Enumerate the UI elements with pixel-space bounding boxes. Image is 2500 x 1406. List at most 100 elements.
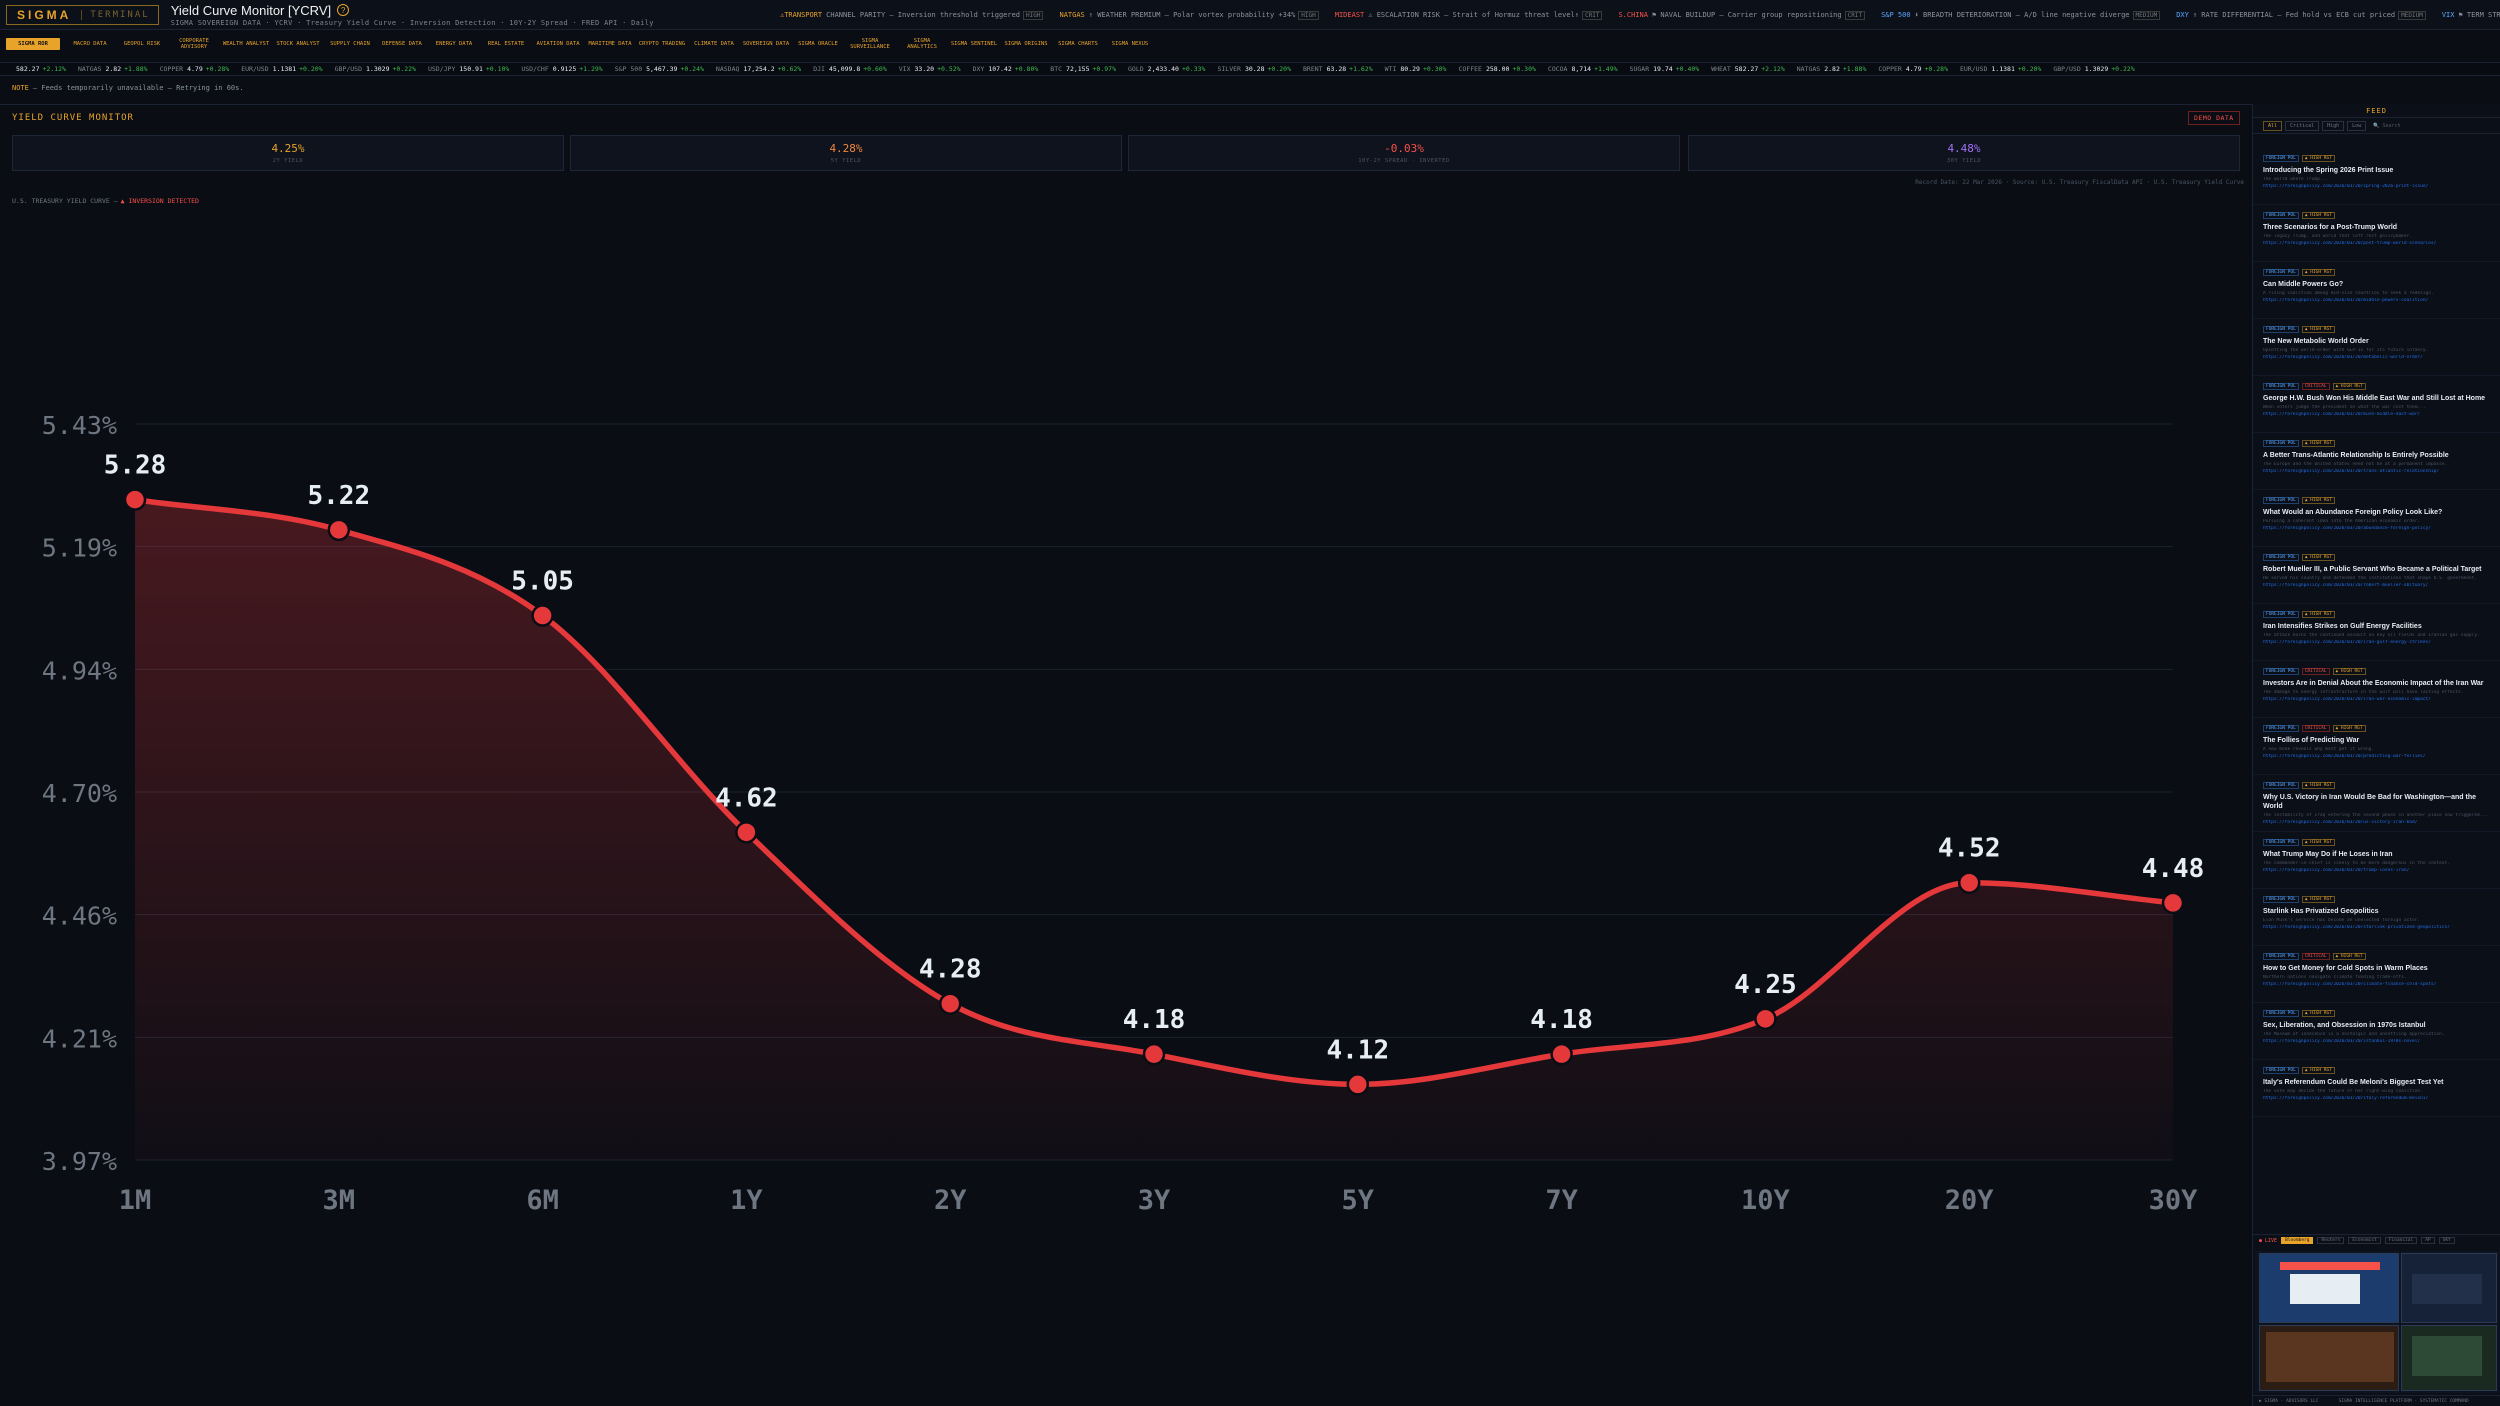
nav-item-sigma-nexus[interactable]: SIGMA NEXUS (1111, 41, 1149, 47)
news-item[interactable]: FOREIGN POL CRITICAL ▲ HIGH RGT The Follies… (2253, 718, 2500, 775)
live-channel-button[interactable]: Bloomberg (2281, 1237, 2314, 1244)
ticker-item[interactable]: EUR/USD 1.1381 +0.20% (241, 65, 322, 73)
news-link[interactable]: https://foreignpolicy.com/2026/03/20/us-… (2263, 820, 2418, 825)
nav-item-geopol-risk[interactable]: GEOPOL RISK (123, 41, 161, 47)
news-link[interactable]: https://foreignpolicy.com/2026/03/20/met… (2263, 355, 2423, 360)
nav-item-wealth-analyst[interactable]: WEALTH ANALYST (222, 41, 270, 47)
news-headline[interactable]: The New Metabolic World Order (2263, 338, 2369, 345)
news-link[interactable]: https://foreignpolicy.com/2026/03/20/bus… (2263, 412, 2421, 417)
alert-item[interactable]: VIX⚑ TERM STRUCTURE INVERSION — V (2442, 11, 2500, 19)
ticker-item[interactable]: 582.27 +2.12% (12, 65, 66, 73)
nav-item-sigma-charts[interactable]: SIGMA CHARTS (1058, 41, 1098, 47)
nav-item-real-estate[interactable]: REAL ESTATE (487, 41, 525, 47)
news-headline[interactable]: Italy's Referendum Could Be Meloni's Big… (2263, 1079, 2444, 1086)
ticker-item[interactable]: USD/JPY 150.91 +0.10% (428, 65, 509, 73)
news-link[interactable]: https://foreignpolicy.com/2026/03/20/abu… (2263, 526, 2431, 531)
news-item[interactable]: FOREIGN POL ▲ HIGH RGT What Trump May Do i… (2253, 832, 2500, 889)
live-channel-button[interactable]: Reuters (2317, 1237, 2345, 1244)
nav-item-sigma-ror[interactable]: SIGMA ROR (6, 38, 60, 50)
news-headline[interactable]: What Trump May Do if He Loses in Iran (2263, 851, 2393, 858)
news-item[interactable]: FOREIGN POL ▲ HIGH RGT Iran Intensifies St… (2253, 604, 2500, 661)
nav-item-sovereign-data[interactable]: SOVEREIGN DATA (742, 41, 790, 47)
news-item[interactable]: FOREIGN POL ▲ HIGH RGT A Better Trans-Atla… (2253, 433, 2500, 490)
news-link[interactable]: https://foreignpolicy.com/2026/03/20/spr… (2263, 184, 2429, 189)
ticker-item[interactable]: SILVER 30.28 +0.20% (1217, 65, 1291, 73)
ticker-item[interactable]: BTC 72,155 +0.97% (1050, 65, 1116, 73)
ticker-item[interactable]: VIX 33.20 +0.52% (899, 65, 961, 73)
news-headline[interactable]: Robert Mueller III, a Public Servant Who… (2263, 566, 2482, 573)
live-video-wall[interactable] (2255, 1251, 2499, 1393)
ticker-item[interactable]: COCOA 8,714 +1.49% (1548, 65, 1618, 73)
news-link[interactable]: https://foreignpolicy.com/2026/03/20/rob… (2263, 583, 2429, 588)
nav-item-supply-chain[interactable]: SUPPLY CHAIN (330, 41, 370, 47)
news-link[interactable]: https://foreignpolicy.com/2026/03/20/sta… (2263, 925, 2450, 930)
news-headline[interactable]: Investors Are in Denial About the Econom… (2263, 680, 2484, 687)
video-tile[interactable] (2259, 1253, 2399, 1323)
nav-item-stock-analyst[interactable]: STOCK ANALYST (276, 41, 320, 47)
nav-item-corporate-advisory[interactable]: CORPORATE ADVISORY (179, 38, 209, 50)
news-link[interactable]: https://foreignpolicy.com/2026/03/20/pre… (2263, 754, 2426, 759)
news-headline[interactable]: Three Scenarios for a Post-Trump World (2263, 224, 2398, 231)
news-link[interactable]: https://foreignpolicy.com/2026/03/20/cli… (2263, 982, 2437, 987)
ticker-item[interactable]: WHEAT 582.27 +2.12% (1711, 65, 1785, 73)
news-item[interactable]: FOREIGN POL CRITICAL ▲ HIGH RGT How to Get … (2253, 946, 2500, 1003)
news-headline[interactable]: Introducing the Spring 2026 Print Issue (2263, 167, 2394, 174)
video-tile[interactable] (2259, 1325, 2399, 1391)
news-item[interactable]: FOREIGN POL ▲ HIGH RGT Three Scenarios for… (2253, 205, 2500, 262)
ticker-item[interactable]: USD/CHF 0.9125 +1.29% (521, 65, 602, 73)
news-headline[interactable]: Sex, Liberation, and Obsession in 1970s … (2263, 1022, 2426, 1029)
news-headline[interactable]: Can Middle Powers Go? (2263, 281, 2344, 288)
alert-item[interactable]: MIDEAST ⚠ ESCALATION RISK — Strait of Hor… (1335, 11, 1603, 20)
news-item[interactable]: FOREIGN POL CRITICAL ▲ HIGH RGT George H.W.… (2253, 376, 2500, 433)
ticker-item[interactable]: COFFEE 258.00 +0.30% (1458, 65, 1535, 73)
nav-item-crypto-trading[interactable]: CRYPTO TRADING (638, 41, 686, 47)
live-channel-button[interactable]: AP (2421, 1237, 2435, 1244)
video-tile[interactable] (2401, 1325, 2497, 1391)
ticker-item[interactable]: BRENT 63.28 +1.62% (1303, 65, 1373, 73)
ticker-item[interactable]: NATGAS 2.82 +1.88% (78, 65, 148, 73)
news-item[interactable]: FOREIGN POL ▲ HIGH RGT Introducing the Spr… (2253, 148, 2500, 205)
news-item[interactable]: FOREIGN POL ▲ HIGH RGT Why U.S. Victory in… (2253, 775, 2500, 832)
nav-item-sigma-surveillance[interactable]: SIGMA SURVEILLANCE (850, 38, 890, 50)
ticker-item[interactable]: EUR/USD 1.1381 +0.20% (1960, 65, 2041, 73)
news-item[interactable]: FOREIGN POL ▲ HIGH RGT Starlink Has Privat… (2253, 889, 2500, 946)
video-tile[interactable] (2401, 1253, 2497, 1323)
news-headline[interactable]: George H.W. Bush Won His Middle East War… (2263, 395, 2486, 402)
ticker-item[interactable]: NASDAQ 17,254.2 +0.62% (716, 65, 801, 73)
alert-item[interactable]: NATGAS ↑ WEATHER PREMIUM — Polar vortex p… (1059, 11, 1319, 20)
nav-item-energy-data[interactable]: ENERGY DATA (435, 41, 473, 47)
nav-item-macro-data[interactable]: MACRO DATA (73, 41, 107, 47)
news-headline[interactable]: What Would an Abundance Foreign Policy L… (2263, 509, 2443, 516)
ticker-item[interactable]: DJI 45,099.8 +0.60% (813, 65, 887, 73)
news-item[interactable]: FOREIGN POL ▲ HIGH RGT Robert Mueller III,… (2253, 547, 2500, 604)
filter-high[interactable]: High (2322, 120, 2345, 131)
news-headline[interactable]: Why U.S. Victory in Iran Would Be Bad fo… (2263, 794, 2476, 810)
ticker-item[interactable]: GBP/USD 1.3029 +0.22% (2053, 65, 2134, 73)
nav-item-maritime-data[interactable]: MARITIME DATA (588, 41, 632, 47)
news-item[interactable]: FOREIGN POL ▲ HIGH RGT Sex, Liberation, an… (2253, 1003, 2500, 1060)
ticker-item[interactable]: NATGAS 2.82 +1.88% (1797, 65, 1867, 73)
ticker-item[interactable]: GOLD 2,433.40 +0.33% (1128, 65, 1205, 73)
filter-low[interactable]: Low (2347, 120, 2367, 131)
live-channel-button[interactable]: Financial (2384, 1237, 2418, 1244)
nav-item-aviation-data[interactable]: AVIATION DATA (536, 41, 580, 47)
nav-item-sigma-analytics[interactable]: SIGMA ANALYTICS (907, 38, 937, 50)
news-link[interactable]: https://foreignpolicy.com/2026/03/20/tru… (2263, 868, 2410, 873)
help-icon[interactable]: ? (337, 4, 350, 16)
sidebar-search-input[interactable]: 🔍 Search (2373, 122, 2401, 129)
filter-critical[interactable]: Critical (2285, 120, 2320, 131)
ticker-item[interactable]: COPPER 4.79 +0.28% (1878, 65, 1948, 73)
nav-item-defense-data[interactable]: DEFENSE DATA (382, 41, 422, 47)
news-link[interactable]: https://foreignpolicy.com/2026/03/20/ist… (2263, 1039, 2421, 1044)
news-headline[interactable]: The Follies of Predicting War (2263, 737, 2360, 744)
nav-item-climate-data[interactable]: CLIMATE DATA (694, 41, 734, 47)
filter-all[interactable]: All (2263, 120, 2283, 131)
ticker-item[interactable]: COPPER 4.79 +0.28% (160, 65, 230, 73)
news-item[interactable]: FOREIGN POL ▲ HIGH RGT What Would an Abund… (2253, 490, 2500, 547)
ticker-item[interactable]: SUGAR 19.74 +0.40% (1630, 65, 1700, 73)
ticker-item[interactable]: S&P 500 5,467.39 +0.24% (615, 65, 704, 73)
news-item[interactable]: FOREIGN POL ▲ HIGH RGT Can Middle Powers G… (2253, 262, 2500, 319)
ticker-item[interactable]: DXY 107.42 +0.80% (973, 65, 1039, 73)
alert-item[interactable]: S&P 500 ⬇ BREADTH DETERIORATION — A/D lin… (1881, 11, 2161, 20)
nav-item-sigma-sentinel[interactable]: SIGMA SENTINEL (950, 41, 998, 47)
